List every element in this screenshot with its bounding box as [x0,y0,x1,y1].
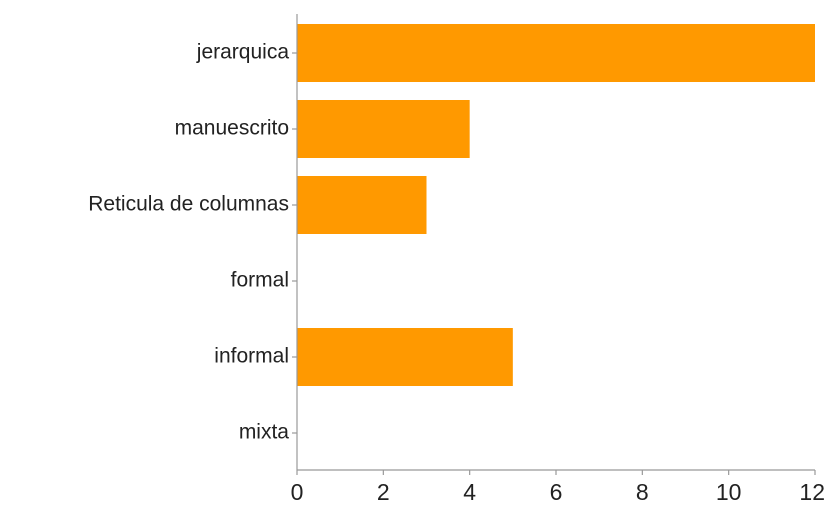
x-tick-label-4: 8 [636,479,649,505]
x-tick-label-1: 2 [377,479,390,505]
x-tick-label-0: 0 [291,479,304,505]
category-labels: jerarquica manuescrito Reticula de columna… [88,41,297,444]
category-label-4: informal [214,345,289,368]
x-tick-label-6: 12 [799,479,825,505]
x-ticks: 0 2 4 6 8 10 12 [291,470,825,505]
category-label-5: mixta [239,421,289,444]
x-tick-label-5: 10 [716,479,742,505]
bar-0 [297,24,815,82]
x-tick-label-2: 4 [463,479,476,505]
bar-2 [297,176,427,234]
axes-group [296,14,815,471]
category-label-3: formal [231,269,289,292]
category-label-0: jerarquica [196,41,290,64]
bar-1 [297,100,470,158]
bar-4 [297,328,513,386]
bars-group [297,24,815,386]
category-label-2: Reticula de columnas [88,193,289,216]
category-label-1: manuescrito [175,117,289,140]
x-tick-label-3: 6 [550,479,563,505]
